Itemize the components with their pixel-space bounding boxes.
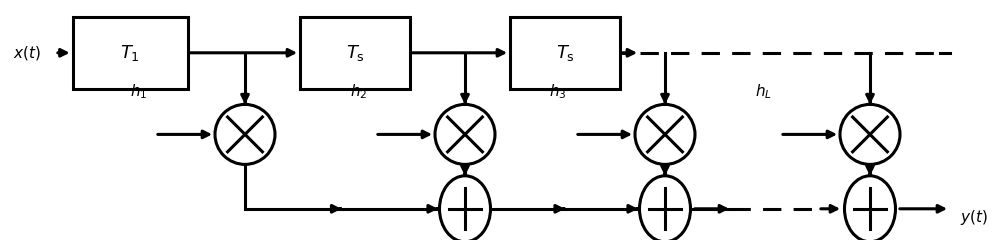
- FancyBboxPatch shape: [73, 17, 188, 89]
- Ellipse shape: [215, 104, 275, 164]
- Ellipse shape: [435, 104, 495, 164]
- FancyBboxPatch shape: [300, 17, 410, 89]
- Text: $h_L$: $h_L$: [755, 83, 772, 101]
- Text: $x(t)$: $x(t)$: [13, 44, 41, 62]
- Ellipse shape: [840, 104, 900, 164]
- Ellipse shape: [640, 176, 690, 240]
- Ellipse shape: [844, 176, 896, 240]
- Text: $h_1$: $h_1$: [130, 83, 147, 101]
- Text: $h_3$: $h_3$: [549, 83, 567, 101]
- Text: $y(t)$: $y(t)$: [960, 208, 988, 227]
- Ellipse shape: [440, 176, 490, 240]
- Text: $T_\mathrm{s}$: $T_\mathrm{s}$: [556, 43, 574, 63]
- Text: $T_1$: $T_1$: [120, 43, 140, 63]
- FancyBboxPatch shape: [510, 17, 620, 89]
- Text: $h_2$: $h_2$: [350, 83, 367, 101]
- Ellipse shape: [635, 104, 695, 164]
- Text: $T_\mathrm{s}$: $T_\mathrm{s}$: [346, 43, 364, 63]
